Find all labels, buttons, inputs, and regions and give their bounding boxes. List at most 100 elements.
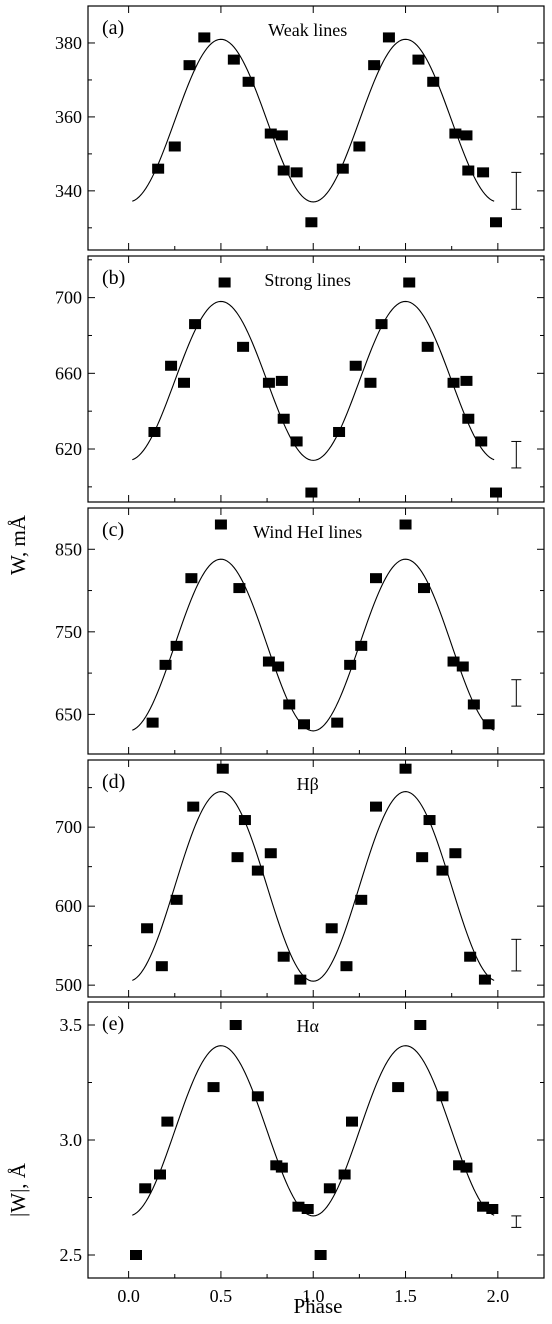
data-point (421, 341, 434, 352)
data-point (346, 1116, 358, 1127)
data-point (412, 54, 425, 65)
data-point (340, 961, 353, 972)
data-point (183, 60, 196, 71)
data-point (375, 319, 388, 330)
data-point (141, 923, 154, 934)
x-tick-label: 0.5 (210, 1286, 233, 1306)
data-point (467, 699, 480, 710)
panel-tag: (a) (102, 17, 124, 39)
y-tick-label: 360 (55, 107, 82, 127)
y-tick-label: 3.0 (60, 1130, 83, 1150)
data-point (475, 436, 488, 447)
data-point (139, 1183, 152, 1194)
data-point (423, 815, 436, 826)
error-bar (511, 938, 522, 972)
panel-tag: (d) (102, 771, 125, 793)
y-tick-label: 500 (55, 975, 82, 995)
data-point (275, 1162, 288, 1173)
plot-frame (87, 759, 545, 998)
data-point (233, 583, 246, 594)
data-point (482, 719, 495, 730)
data-point (148, 426, 161, 437)
data-point (237, 341, 250, 352)
y-tick-label: 750 (55, 622, 82, 642)
plot-frame (87, 5, 545, 251)
data-point (130, 1250, 142, 1260)
data-point (364, 377, 377, 388)
data-point (460, 130, 473, 141)
data-point (460, 1162, 473, 1173)
plot-frame (87, 507, 545, 755)
plot-frame (87, 255, 545, 503)
y-tick-label: 650 (55, 704, 82, 724)
data-point (427, 76, 440, 87)
error-bar (511, 679, 522, 707)
data-point (462, 165, 475, 176)
data-point (277, 413, 290, 424)
data-point (368, 60, 381, 71)
data-point (283, 699, 296, 710)
data-point (355, 640, 368, 651)
y-axis-label-abs-w: |W|, Å (6, 1162, 30, 1217)
data-point (298, 719, 310, 730)
fit-curve (132, 300, 495, 461)
data-point (449, 848, 462, 859)
data-point (333, 426, 346, 437)
panel-tag: (e) (102, 1013, 124, 1035)
data-point (305, 217, 318, 228)
panel-title: Strong lines (264, 270, 351, 290)
data-point (170, 894, 183, 905)
data-point (264, 848, 277, 859)
data-point (216, 763, 229, 774)
data-point (460, 375, 473, 386)
panel-title: Hβ (297, 774, 319, 794)
data-point (477, 1201, 490, 1212)
y-tick-label: 340 (55, 181, 82, 201)
y-tick-label: 700 (55, 288, 82, 308)
data-point (277, 165, 290, 176)
fit-curve (132, 558, 495, 732)
fit-curve (132, 38, 495, 203)
data-point (456, 661, 469, 672)
error-bar (511, 1215, 522, 1228)
panel-tag: (c) (102, 519, 124, 541)
panel-b: 620 660 700 (b) Strong lines (55, 255, 545, 503)
y-tick-label: 600 (55, 896, 82, 916)
error-bar (511, 440, 522, 469)
data-point (349, 360, 362, 371)
y-tick-label: 660 (55, 363, 82, 383)
data-point (272, 661, 285, 672)
data-point (478, 974, 491, 985)
data-point (165, 360, 178, 371)
x-tick-label: 2.0 (487, 1286, 510, 1306)
data-point (294, 974, 307, 985)
data-point (436, 1091, 449, 1102)
data-point (477, 167, 490, 178)
data-point (155, 961, 168, 972)
data-point (486, 1204, 499, 1214)
data-point (218, 277, 231, 288)
data-point (336, 163, 349, 174)
data-point (399, 519, 412, 530)
data-point (178, 377, 190, 388)
panel-title: Wind HeI lines (253, 522, 362, 542)
x-tick-label: 0.0 (117, 1286, 140, 1306)
data-point (447, 656, 460, 667)
data-point (275, 130, 288, 141)
panel-title: Weak lines (268, 20, 347, 40)
data-point (314, 1250, 327, 1260)
data-point (231, 852, 244, 863)
data-point (198, 32, 211, 43)
data-point (275, 375, 288, 386)
data-point (325, 923, 338, 934)
data-point (154, 1169, 166, 1180)
y-tick-label: 620 (55, 439, 82, 459)
panel-d: 500 600 700 (d) Hβ (55, 759, 545, 998)
data-point (227, 54, 240, 65)
y-tick-label: 2.5 (60, 1245, 83, 1265)
data-point (370, 801, 382, 812)
data-point (170, 640, 183, 651)
data-point (238, 815, 251, 826)
error-bar (511, 171, 522, 210)
data-point (189, 319, 202, 330)
